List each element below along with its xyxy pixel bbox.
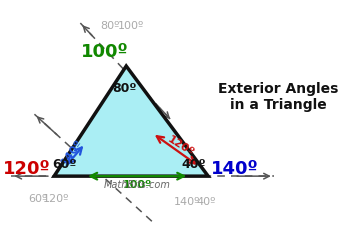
Text: 140º: 140º — [174, 197, 200, 207]
Text: 60º: 60º — [52, 158, 77, 171]
Text: 120º: 120º — [43, 194, 69, 203]
Text: 120º: 120º — [165, 134, 195, 158]
Text: 100º: 100º — [118, 22, 144, 32]
Text: 100º: 100º — [122, 180, 152, 190]
Text: 40º: 40º — [197, 197, 216, 207]
Polygon shape — [54, 66, 208, 176]
Text: 60º: 60º — [29, 194, 48, 203]
Text: MathBits.com: MathBits.com — [104, 180, 170, 190]
Text: 80º: 80º — [112, 82, 137, 95]
Text: 120º: 120º — [4, 160, 51, 178]
Text: 140º: 140º — [211, 160, 258, 178]
Text: 140º: 140º — [59, 138, 84, 168]
Text: 40º: 40º — [181, 158, 206, 171]
Text: 80º: 80º — [100, 22, 119, 32]
Text: Exterior Angles
in a Triangle: Exterior Angles in a Triangle — [218, 82, 339, 112]
Text: 100º: 100º — [81, 43, 129, 61]
